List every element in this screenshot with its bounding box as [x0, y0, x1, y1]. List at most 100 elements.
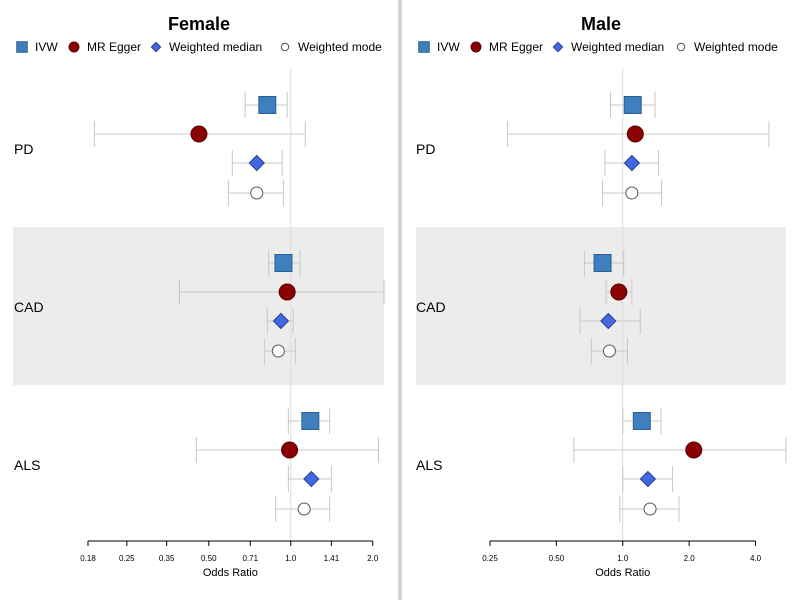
- group-als: ALS: [14, 408, 379, 522]
- weighted-mode-estimate: [263, 338, 296, 364]
- legend-label: Weighted median: [169, 40, 262, 54]
- group-band-cad: [416, 227, 786, 385]
- x-tick-label: 1.41: [324, 554, 340, 563]
- point-estimate: [248, 154, 265, 172]
- weighted-median-legend-marker: [150, 41, 162, 53]
- mr-egger-estimate: [178, 279, 385, 305]
- ivw-legend-marker: [418, 41, 430, 53]
- x-axis: 0.25 0.50 1.0 2.0 4.0 Odds Ratio: [482, 540, 762, 579]
- x-tick-label: 1.0: [285, 554, 297, 563]
- group-label: ALS: [14, 457, 40, 473]
- panel-title: Female: [168, 14, 230, 34]
- panel-divider: [398, 0, 402, 600]
- mr-egger-estimate: [195, 437, 379, 463]
- group-cad: CAD: [14, 250, 385, 364]
- x-tick-label: 2.0: [684, 554, 696, 563]
- point-estimate: [626, 125, 644, 143]
- group-label: PD: [416, 141, 435, 157]
- weighted-median-estimate: [604, 150, 659, 176]
- group-cad: CAD: [416, 250, 641, 364]
- ivw-estimate: [244, 92, 288, 118]
- legend: IVW MR Egger Weighted median Weighted mode: [418, 40, 778, 54]
- point-estimate: [272, 312, 290, 330]
- legend-label: IVW: [35, 40, 58, 54]
- weighted-mode-estimate: [227, 180, 284, 206]
- legend-label: Weighted mode: [298, 40, 382, 54]
- x-tick-label: 2.0: [367, 554, 379, 563]
- panel-male: Male IVW MR Egger Weighted median Weighted m…: [416, 14, 787, 579]
- ivw-estimate: [583, 250, 625, 276]
- x-tick-label: 4.0: [750, 554, 762, 563]
- group-band-cad: [13, 227, 384, 385]
- point-estimate: [274, 254, 293, 272]
- legend: IVW MR Egger Weighted median Weighted mode: [16, 40, 382, 54]
- weighted-mode-estimate: [275, 496, 331, 522]
- point-estimate: [190, 125, 208, 143]
- point-estimate: [278, 283, 296, 301]
- group-label: CAD: [416, 299, 446, 315]
- weighted-median-estimate: [266, 308, 294, 334]
- weighted-mode-legend-marker: [676, 42, 686, 52]
- point-estimate: [297, 502, 311, 516]
- weighted-median-estimate: [622, 466, 673, 492]
- point-estimate: [639, 470, 657, 488]
- panel-title: Male: [581, 14, 621, 34]
- weighted-median-estimate: [579, 308, 641, 334]
- point-estimate: [623, 96, 642, 114]
- ivw-estimate: [610, 92, 656, 118]
- point-estimate: [625, 186, 639, 200]
- group-label: ALS: [416, 457, 442, 473]
- x-tick-label: 0.50: [201, 554, 217, 563]
- weighted-mode-estimate: [619, 496, 680, 522]
- weighted-mode-estimate: [590, 338, 628, 364]
- point-estimate: [602, 344, 616, 358]
- group-pd: PD: [14, 92, 306, 206]
- legend-label: IVW: [437, 40, 460, 54]
- point-estimate: [685, 441, 703, 459]
- point-estimate: [258, 96, 277, 114]
- x-tick-label: 0.71: [242, 554, 258, 563]
- point-estimate: [301, 412, 320, 430]
- x-tick-label: 0.50: [549, 554, 565, 563]
- point-estimate: [593, 254, 612, 272]
- group-pd: PD: [416, 92, 770, 206]
- mr-egger-estimate: [506, 121, 770, 147]
- point-estimate: [632, 412, 651, 430]
- point-estimate: [281, 441, 299, 459]
- mr-egger-legend-marker: [470, 41, 482, 53]
- group-label: PD: [14, 141, 33, 157]
- point-estimate: [303, 470, 320, 488]
- weighted-median-legend-marker: [552, 41, 564, 53]
- legend-label: MR Egger: [489, 40, 543, 54]
- mr-egger-estimate: [93, 121, 306, 147]
- mr-egger-estimate: [605, 279, 633, 305]
- point-estimate: [600, 312, 617, 330]
- panel-female: Female IVW MR Egger Weighted median Weighted…: [13, 14, 385, 579]
- weighted-mode-legend-marker: [280, 42, 290, 52]
- x-tick-label: 0.25: [482, 554, 498, 563]
- ivw-estimate: [268, 250, 301, 276]
- ivw-estimate: [287, 408, 331, 434]
- x-tick-label: 0.35: [159, 554, 175, 563]
- point-estimate: [271, 344, 285, 358]
- point-estimate: [610, 283, 628, 301]
- legend-label: MR Egger: [87, 40, 141, 54]
- x-axis-title: Odds Ratio: [595, 567, 650, 579]
- x-axis: 0.18 0.25 0.35 0.50 0.71 1.0 1.41 2.0 Odds Ratio: [80, 540, 379, 579]
- x-axis-title: Odds Ratio: [203, 567, 258, 579]
- point-estimate: [643, 502, 657, 516]
- weighted-median-estimate: [231, 150, 283, 176]
- legend-label: Weighted mode: [694, 40, 778, 54]
- ivw-estimate: [622, 408, 662, 434]
- mr-egger-legend-marker: [68, 41, 80, 53]
- weighted-median-estimate: [287, 466, 332, 492]
- mr-egger-estimate: [573, 437, 787, 463]
- ivw-legend-marker: [16, 41, 28, 53]
- point-estimate: [250, 186, 264, 200]
- point-estimate: [623, 154, 641, 172]
- x-tick-label: 0.25: [119, 554, 135, 563]
- weighted-mode-estimate: [602, 180, 663, 206]
- legend-label: Weighted median: [571, 40, 664, 54]
- x-tick-label: 0.18: [80, 554, 96, 563]
